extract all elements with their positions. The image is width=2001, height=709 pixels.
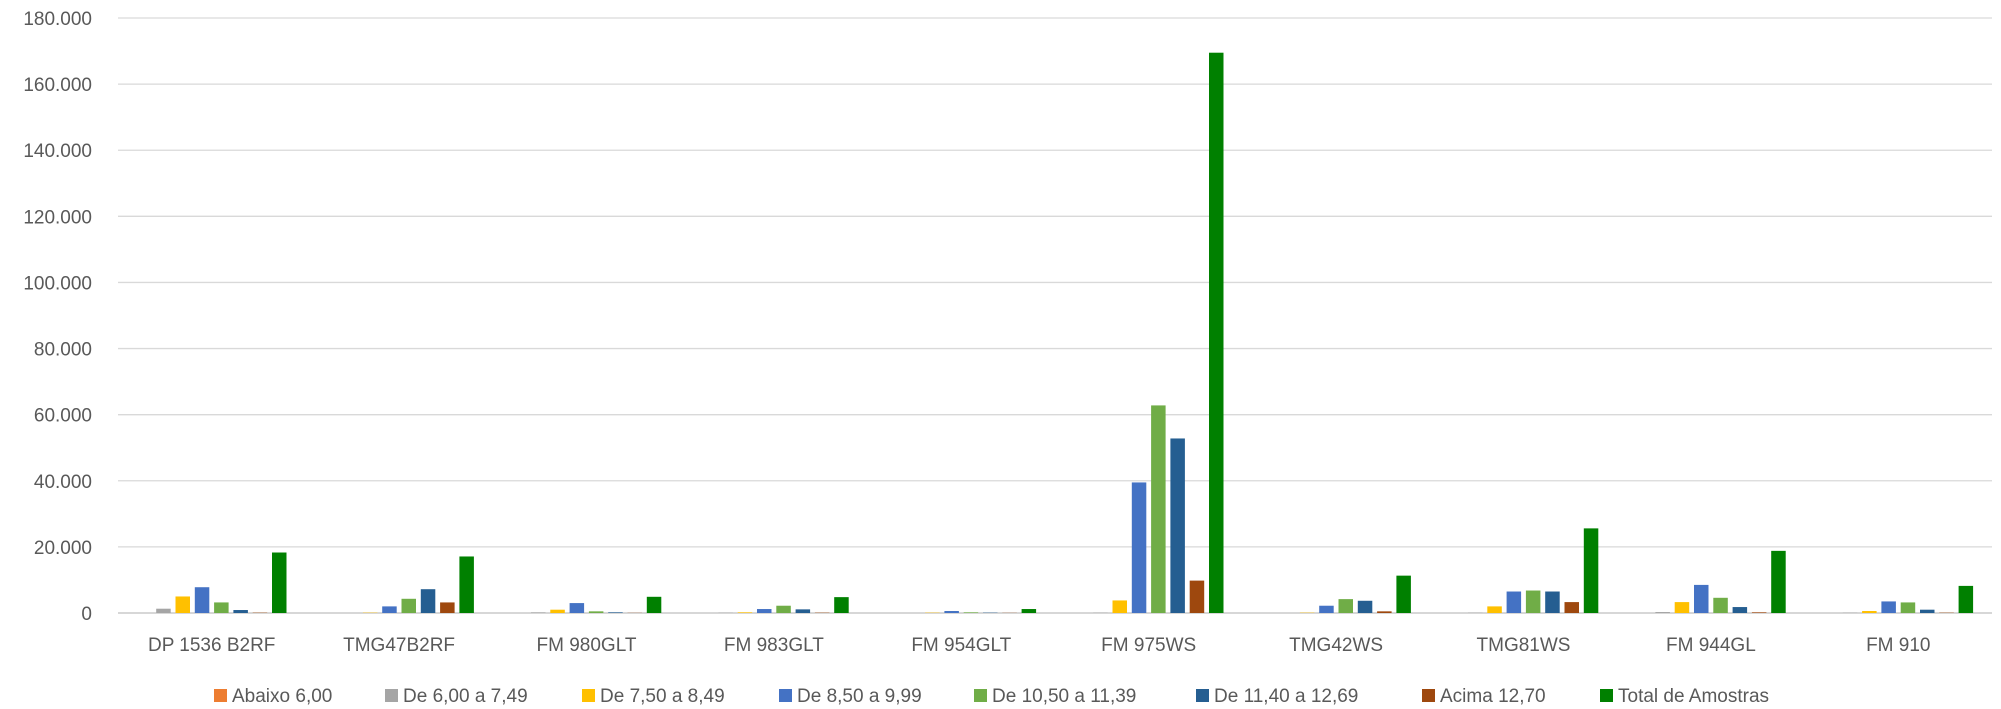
bar	[531, 612, 546, 613]
bar	[944, 611, 959, 613]
bar	[440, 602, 455, 613]
bars	[156, 52, 1974, 614]
x-tick-label: FM 944GL	[1666, 635, 1756, 656]
legend-swatch	[974, 689, 987, 702]
bar	[1545, 591, 1560, 613]
x-tick-label: TMG42WS	[1289, 635, 1383, 656]
legend-swatch	[214, 689, 227, 702]
y-tick-label: 80.000	[34, 340, 92, 361]
legend-swatch	[1600, 689, 1613, 702]
bar	[608, 612, 623, 613]
bar	[194, 587, 210, 613]
bar	[382, 606, 397, 613]
legend-label: De 11,40 a 12,69	[1214, 686, 1358, 707]
legend-label: Total de Amostras	[1618, 686, 1769, 707]
bar	[1920, 609, 1935, 613]
bar	[776, 605, 791, 613]
bar	[550, 609, 565, 613]
x-tick-label: FM 980GLT	[537, 635, 637, 656]
legend-swatch	[1422, 689, 1435, 702]
bar	[1900, 602, 1916, 613]
bar	[588, 611, 604, 613]
bar	[1021, 609, 1037, 613]
x-tick-label: FM 910	[1866, 635, 1930, 656]
x-tick-label: TMG81WS	[1477, 635, 1571, 656]
y-tick-label: 60.000	[34, 406, 92, 427]
bar	[1170, 438, 1185, 613]
bar	[233, 610, 248, 613]
bar	[1131, 482, 1147, 613]
bar	[1958, 585, 1974, 613]
bar	[214, 602, 229, 613]
bar	[175, 596, 190, 613]
legend-label: Acima 12,70	[1440, 686, 1546, 707]
y-tick-label: 40.000	[34, 472, 92, 493]
bar	[1881, 601, 1896, 613]
bar	[646, 596, 662, 613]
x-tick-label: TMG47B2RF	[343, 635, 455, 656]
legend-label: Abaixo 6,00	[232, 686, 332, 707]
bar	[1564, 602, 1579, 613]
bar	[1862, 611, 1877, 613]
bar	[1487, 606, 1502, 613]
bar	[420, 589, 436, 613]
x-axis: DP 1536 B2RF TMG47B2RF FM 980GLT FM 983GLT F…	[148, 635, 1931, 656]
bar	[272, 552, 287, 613]
bar	[1357, 600, 1373, 613]
bar	[795, 609, 811, 613]
x-tick-label: FM 983GLT	[724, 635, 824, 656]
legend-label: De 10,50 a 11,39	[992, 686, 1136, 707]
bar	[963, 612, 979, 613]
bar	[1506, 591, 1522, 613]
bar	[1396, 575, 1411, 613]
bar	[1377, 611, 1392, 613]
bar	[459, 556, 474, 613]
y-tick-label: 160.000	[23, 75, 92, 96]
bar	[569, 603, 585, 613]
x-tick-label: FM 954GLT	[911, 635, 1011, 656]
bar	[1338, 599, 1353, 613]
bar	[1655, 612, 1670, 613]
bar	[1713, 597, 1728, 613]
bar	[1209, 52, 1224, 614]
legend-swatch	[1196, 689, 1209, 702]
y-tick-label: 20.000	[34, 538, 92, 559]
y-tick-label: 120.000	[23, 207, 92, 228]
bar	[1583, 528, 1599, 613]
bar	[1319, 605, 1334, 613]
bar	[1732, 607, 1748, 613]
bar	[1694, 584, 1709, 613]
legend-swatch	[582, 689, 595, 702]
legend-swatch	[385, 689, 398, 702]
bar	[1151, 405, 1166, 613]
gridlines	[118, 17, 1992, 614]
bar	[737, 612, 753, 613]
bar	[1525, 590, 1541, 613]
bar	[401, 598, 416, 613]
bar	[1674, 602, 1690, 613]
y-axis: 0 20.000 40.000 60.000 80.000 100.000 120.000 1…	[23, 9, 92, 625]
legend-label: De 6,00 a 7,49	[403, 686, 528, 707]
legend: Abaixo 6,00 De 6,00 a 7,49 De 7,50 a 8,49 D…	[214, 686, 1769, 707]
y-tick-label: 0	[81, 604, 92, 625]
legend-label: De 8,50 a 9,99	[797, 686, 922, 707]
y-tick-label: 180.000	[23, 9, 92, 30]
legend-label: De 7,50 a 8,49	[600, 686, 725, 707]
bar	[1771, 550, 1786, 613]
bar	[834, 597, 849, 613]
bar	[1189, 580, 1205, 613]
x-tick-label: DP 1536 B2RF	[148, 635, 275, 656]
y-tick-label: 140.000	[23, 141, 92, 162]
y-tick-label: 100.000	[23, 273, 92, 294]
x-tick-label: FM 975WS	[1101, 635, 1196, 656]
bar	[1112, 600, 1127, 613]
bar	[156, 608, 171, 613]
bar	[1751, 612, 1767, 613]
legend-swatch	[779, 689, 792, 702]
bar	[757, 609, 772, 613]
